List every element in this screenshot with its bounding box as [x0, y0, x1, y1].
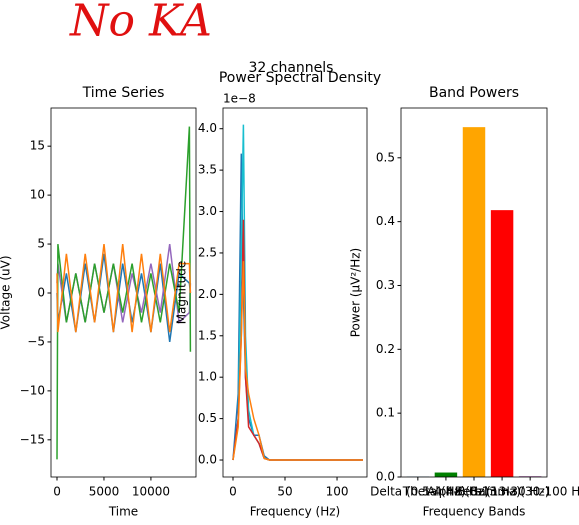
- x-tick-label: 50: [277, 485, 292, 499]
- y-tick-label: 5: [37, 237, 45, 251]
- series-line: [56, 244, 192, 333]
- y-tick-label: 0.0: [198, 453, 217, 467]
- axes-frame: [222, 107, 368, 478]
- y-tick-label: 3.5: [198, 163, 217, 177]
- axes-frame: [50, 107, 197, 478]
- x-axis-label: Time: [108, 505, 138, 519]
- axis-title: Power Spectral Density: [219, 70, 381, 86]
- x-tick-label: Gamma (30-100 Hz): [469, 485, 579, 499]
- axes-frame: [400, 107, 548, 478]
- bar: [462, 127, 486, 477]
- series-line: [232, 261, 363, 461]
- y-tick-label: 0.0: [376, 470, 395, 484]
- x-tick-label: 5000: [89, 485, 120, 499]
- y-tick-label: 0: [37, 285, 45, 299]
- y-tick-label: 0.5: [198, 411, 217, 425]
- y-axis-label: Voltage (uV): [0, 255, 13, 329]
- x-axis-label: Frequency Bands: [423, 505, 526, 519]
- y-axis-label: Magnitude: [175, 261, 189, 325]
- y-tick-label: 2.5: [198, 245, 217, 259]
- figure-title: 32 channels: [249, 60, 334, 76]
- series-line: [232, 219, 363, 461]
- axis-title: Time Series: [82, 85, 165, 101]
- y-tick-label: 0.3: [376, 278, 395, 292]
- x-tick-label: 10000: [132, 485, 170, 499]
- series-line: [56, 253, 192, 343]
- y-tick-label: −5: [27, 334, 45, 348]
- y-tick-label: 0.4: [376, 214, 395, 228]
- x-tick-label: 0: [229, 485, 237, 499]
- y-tick-label: 0.2: [376, 342, 395, 356]
- y-tick-label: 4.0: [198, 121, 217, 135]
- x-tick-label: 0: [53, 485, 61, 499]
- y-tick-label: −15: [20, 432, 45, 446]
- y-tick-label: 0.1: [376, 406, 395, 420]
- y-axis-label: Power (µV²/Hz): [349, 248, 363, 337]
- axis-title: Band Powers: [429, 85, 519, 101]
- y-tick-label: 0.5: [376, 150, 395, 164]
- x-axis-label: Frequency (Hz): [250, 505, 341, 519]
- y-tick-label: 1.0: [198, 370, 217, 384]
- y-tick-label: 10: [30, 188, 45, 202]
- y-tick-label: 3.0: [198, 204, 217, 218]
- bar: [434, 472, 458, 477]
- y-tick-label: 2.0: [198, 287, 217, 301]
- x-tick-label: Delta (0.5-4 Hz): [370, 485, 465, 499]
- y-tick-label: 15: [30, 139, 45, 153]
- handwritten-note: No KA: [69, 0, 212, 47]
- x-tick-label: 100: [326, 485, 349, 499]
- x-tick-label: Beta (13-30 Hz): [455, 485, 550, 499]
- y-tick-label: 1.5: [198, 328, 217, 342]
- y-tick-label: −10: [20, 383, 45, 397]
- x-tick-label: Theta (4-8 Hz): [402, 485, 489, 499]
- bar: [490, 210, 514, 477]
- x-tick-label: Alpha (8-13 Hz): [427, 485, 521, 499]
- y-offset-label: 1e−8: [223, 92, 256, 106]
- series-line: [56, 126, 192, 460]
